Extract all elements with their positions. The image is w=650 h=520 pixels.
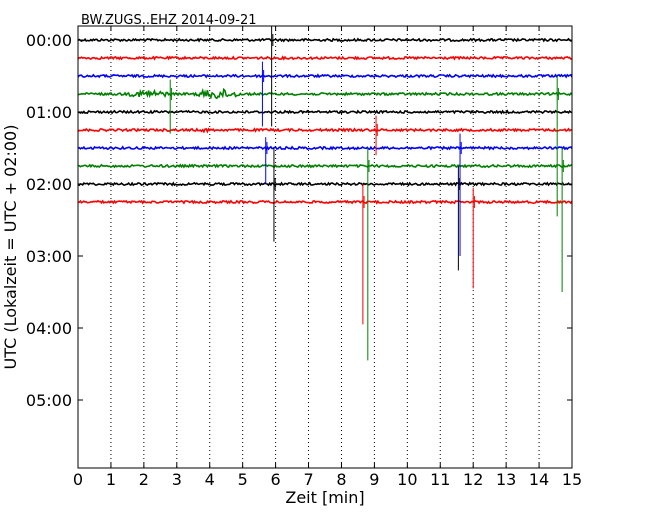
- plot-frame: [77, 25, 573, 469]
- x-tick-label: 7: [303, 470, 313, 489]
- y-tick-label: 05:00: [26, 391, 72, 410]
- x-tick-label: 3: [172, 470, 182, 489]
- seismic-trace: [77, 127, 573, 134]
- axis-ticks: 0 1 2 3 4 5 6 7 8 9 10 11 12 13 14 1500:0001:0002:0003:…: [26, 26, 582, 489]
- x-tick-label: 8: [336, 470, 346, 489]
- seismic-trace: [77, 145, 573, 151]
- x-tick-label: 15: [562, 470, 582, 489]
- x-tick-label: 1: [106, 470, 116, 489]
- seismic-trace: [77, 87, 573, 100]
- x-tick-label: 11: [430, 470, 450, 489]
- x-axis-label: Zeit [min]: [285, 488, 364, 507]
- x-tick-label: 2: [139, 470, 149, 489]
- plot-background: [78, 26, 572, 468]
- seismic-trace: [78, 199, 573, 205]
- seismic-trace: [77, 109, 573, 115]
- y-tick-label: 02:00: [26, 175, 72, 194]
- y-axis-label: UTC (Lokalzeit = UTC + 02:00): [1, 125, 20, 370]
- seismic-trace: [77, 37, 573, 43]
- seismic-trace: [77, 73, 573, 79]
- x-tick-label: 9: [369, 470, 379, 489]
- y-tick-label: 01:00: [26, 103, 72, 122]
- x-tick-label: 10: [397, 470, 417, 489]
- x-tick-label: 4: [205, 470, 215, 489]
- y-tick-label: 03:00: [26, 247, 72, 266]
- seismic-trace: [77, 55, 573, 61]
- trace-lines: [77, 37, 573, 205]
- seismic-trace: [77, 163, 573, 169]
- x-tick-label: 5: [238, 470, 248, 489]
- x-tick-label: 12: [463, 470, 483, 489]
- x-tick-label: 14: [529, 470, 549, 489]
- event-spikes: [169, 26, 564, 361]
- x-tick-label: 6: [271, 470, 281, 489]
- x-tick-label: 13: [496, 470, 516, 489]
- y-tick-label: 04:00: [26, 319, 72, 338]
- grid-lines: [110, 26, 540, 468]
- seismic-trace: [77, 181, 573, 187]
- y-tick-label: 00:00: [26, 31, 72, 50]
- chart-title: BW.ZUGS..EHZ 2014-09-21: [81, 13, 257, 28]
- x-tick-label: 0: [73, 470, 83, 489]
